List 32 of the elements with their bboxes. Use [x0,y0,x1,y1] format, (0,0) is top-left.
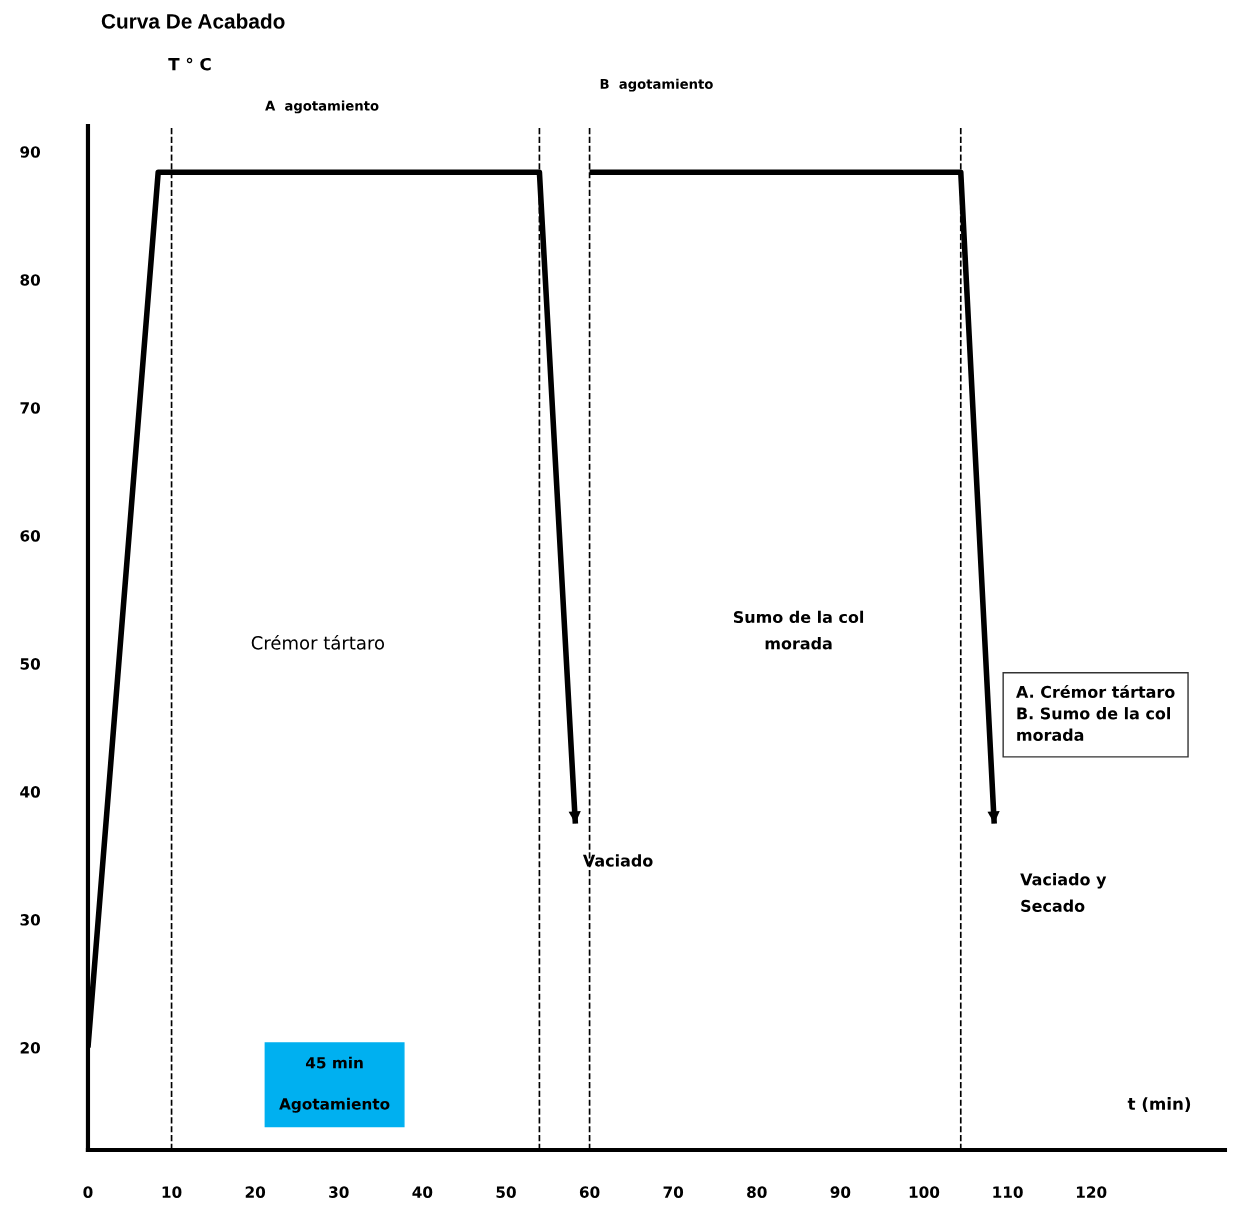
x-tick-label: 30 [329,1186,349,1198]
x-tick-label: 110 [993,1186,1023,1198]
y-tick-label: 60 [20,530,41,542]
y-axis-title: T ° C [168,57,211,71]
text: A agotamiento [265,100,379,114]
x-tick-label: 60 [579,1186,600,1198]
x-tick-label: 40 [412,1186,433,1198]
y-tick-label: 30 [20,914,41,926]
text: B agotamiento [600,78,713,92]
chart-title: Curva De Acabado [101,13,285,29]
annotation: Sumo de la col morada [733,610,864,650]
annotation: Vaciado [582,854,653,867]
annotation: Crémor tártaro [251,634,385,650]
x-tick-label: 90 [830,1186,851,1198]
x-tick-label: 120 [1076,1186,1107,1198]
annotation: A. Crémor tártaro B. Sumo de la col morada [1016,684,1175,741]
y-tick-label: 20 [20,1042,41,1054]
x-tick-label: 20 [245,1186,266,1198]
text: 45 min Agotamiento [279,1056,390,1113]
y-tick-label: 80 [20,274,41,286]
x-tick-label: 0 [83,1186,93,1198]
x-tick-label: 10 [162,1186,182,1198]
x-tick-label: 100 [909,1186,940,1198]
y-tick-label: 50 [20,658,41,670]
x-tick-label: 70 [663,1186,684,1198]
x-tick-label: 50 [496,1186,516,1198]
x-tick-label: 80 [747,1186,767,1198]
y-tick-label: 90 [20,146,41,158]
y-tick-label: 40 [20,786,41,798]
x-axis-title: t (min) [1127,1097,1191,1112]
annotation: Vaciado y Secado [1020,873,1107,912]
y-tick-label: 70 [20,402,41,414]
